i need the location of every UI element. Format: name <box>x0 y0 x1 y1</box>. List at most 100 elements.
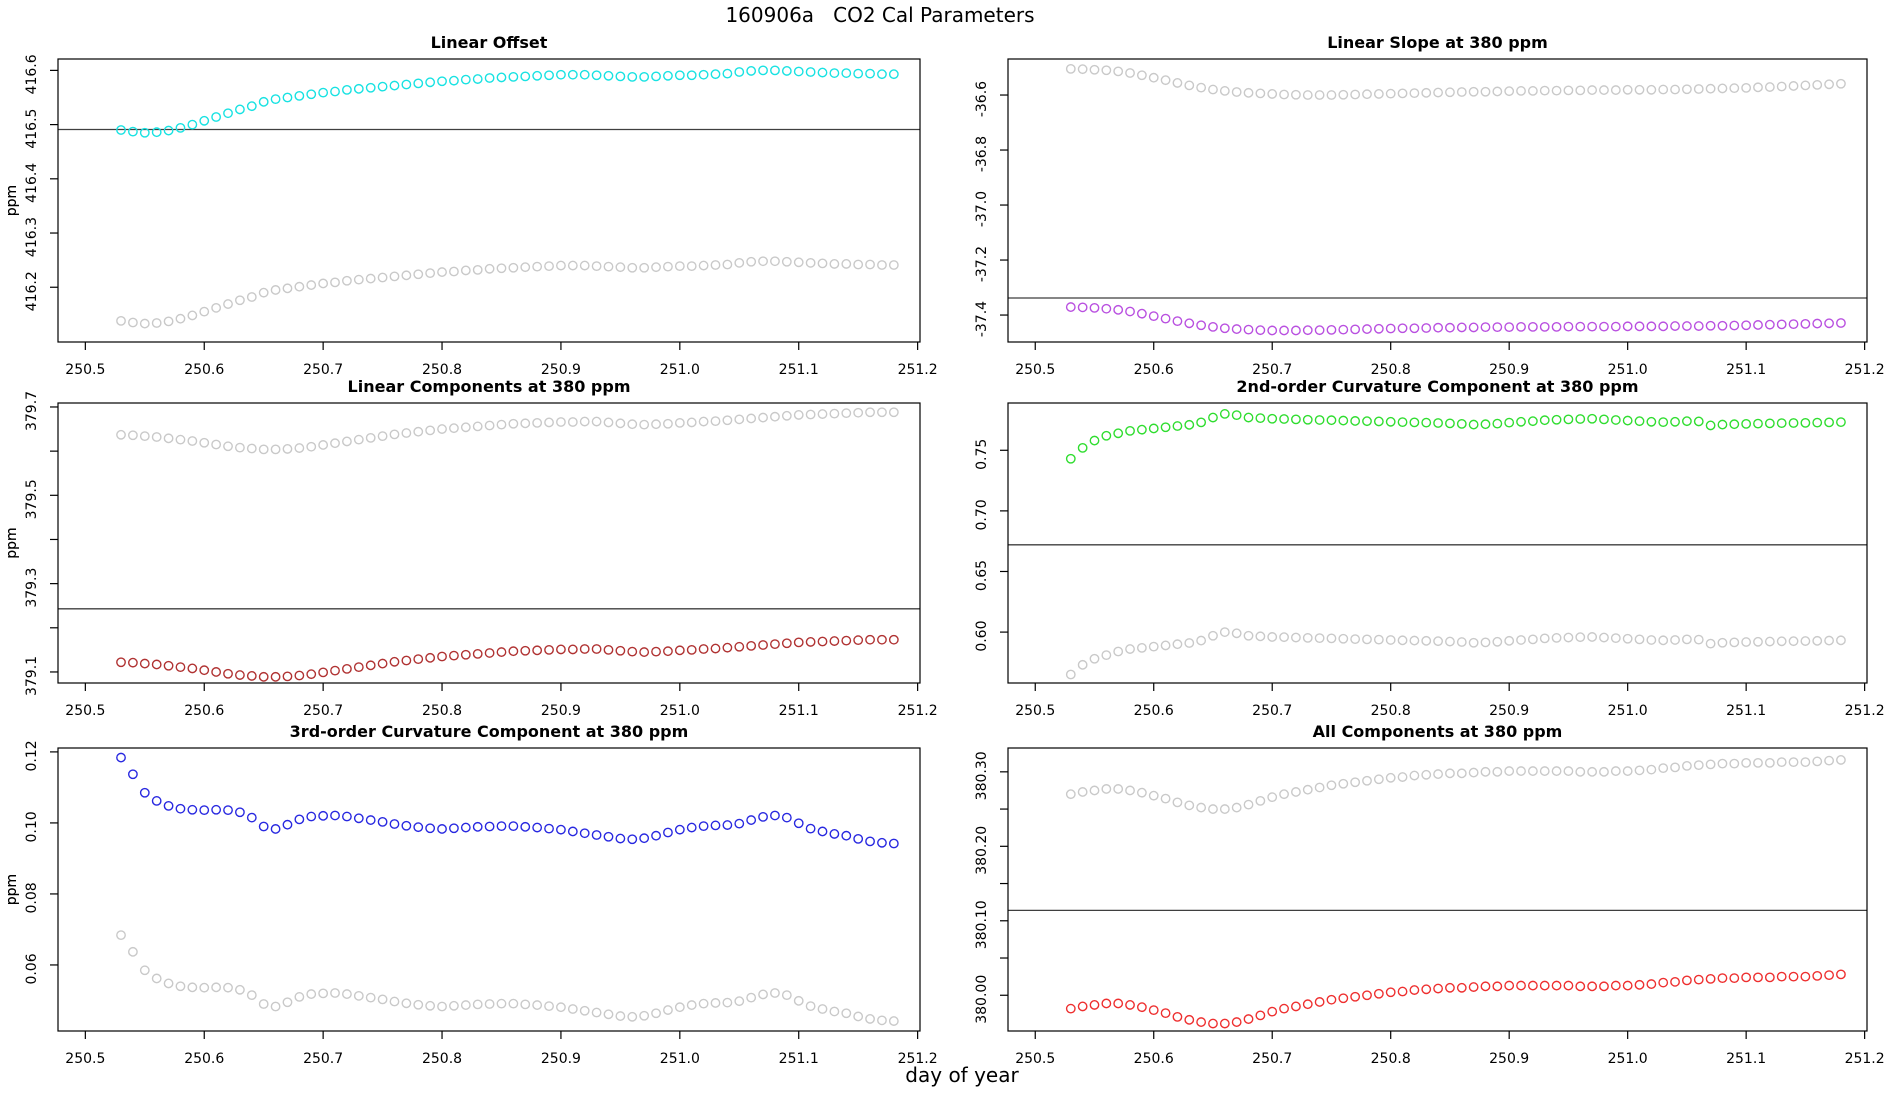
data-point <box>1575 981 1586 992</box>
data-point <box>674 70 685 81</box>
data-point <box>1575 632 1586 643</box>
data-point <box>1764 418 1775 429</box>
data-point <box>853 259 864 270</box>
data-point <box>651 71 661 82</box>
data-point <box>1670 635 1680 645</box>
data-point <box>353 813 364 824</box>
data-point <box>1302 414 1313 425</box>
data-point <box>1172 316 1183 326</box>
data-point <box>449 1000 459 1011</box>
data-point <box>437 651 447 662</box>
data-point <box>1148 641 1159 652</box>
data-point <box>1172 639 1183 650</box>
data-point <box>1338 324 1349 335</box>
data-point <box>1610 321 1621 332</box>
data-point <box>579 69 590 80</box>
data-point <box>437 824 447 834</box>
data-point <box>1433 418 1443 428</box>
data-point <box>484 648 495 658</box>
data-point <box>520 262 531 273</box>
data-point <box>746 413 757 424</box>
data-point <box>1243 412 1254 423</box>
data-point <box>1101 650 1112 661</box>
data-point <box>1160 313 1171 324</box>
data-point <box>532 417 543 428</box>
data-point <box>615 71 626 82</box>
data-point <box>1599 85 1609 95</box>
data-point <box>663 827 673 838</box>
x-tick-label: 250.8 <box>422 362 462 378</box>
data-point <box>1314 325 1325 336</box>
series-gray <box>116 407 899 455</box>
panel-title: All Components at 380 ppm <box>1313 722 1563 741</box>
data-point <box>1729 83 1740 94</box>
data-point <box>1326 415 1337 426</box>
y-tick-label: 0.12 <box>24 740 40 771</box>
data-point <box>1504 980 1515 991</box>
data-point <box>1741 418 1752 429</box>
data-point <box>603 644 614 655</box>
y-tick-label: -36.8 <box>974 136 990 172</box>
data-point <box>1658 763 1669 774</box>
data-point <box>1599 414 1609 425</box>
data-point <box>1764 319 1775 330</box>
data-point <box>686 417 697 428</box>
data-point <box>1504 766 1515 776</box>
data-point <box>211 112 222 122</box>
data-point <box>425 652 436 663</box>
data-point <box>270 824 281 834</box>
panel-y-label: ppm <box>4 527 20 558</box>
data-point <box>1184 80 1195 91</box>
data-point <box>663 261 673 272</box>
data-point <box>544 823 554 834</box>
data-point <box>1788 418 1799 428</box>
data-point <box>1468 322 1479 333</box>
data-point <box>139 318 150 329</box>
data-point <box>449 423 459 434</box>
data-point <box>1065 453 1076 464</box>
data-point <box>1753 82 1763 93</box>
panel-title: Linear Offset <box>431 33 548 52</box>
data-point <box>591 416 602 427</box>
data-point <box>1622 980 1633 991</box>
data-point <box>306 441 317 452</box>
data-point <box>1350 634 1361 645</box>
x-tick-label: 250.9 <box>1489 703 1529 719</box>
data-point <box>556 1002 566 1013</box>
data-point <box>330 810 340 821</box>
data-point <box>544 644 554 655</box>
data-point <box>591 830 602 840</box>
data-point <box>1824 635 1834 646</box>
data-point <box>770 411 780 422</box>
y-tick-label: 379.7 <box>24 391 40 431</box>
data-point <box>877 1015 887 1026</box>
data-point <box>1634 321 1645 332</box>
data-point <box>187 804 198 815</box>
data-point <box>1385 772 1396 783</box>
data-point <box>460 649 471 660</box>
data-point <box>1314 782 1325 793</box>
data-point <box>603 1009 614 1020</box>
data-point <box>1753 972 1763 983</box>
data-point <box>710 998 721 1008</box>
data-point <box>353 83 364 94</box>
data-point <box>1563 980 1574 991</box>
data-point <box>1172 421 1183 431</box>
data-point <box>139 787 150 798</box>
data-point <box>1160 793 1171 804</box>
data-point <box>1527 766 1538 776</box>
data-point <box>1753 418 1763 429</box>
data-point <box>556 417 566 427</box>
y-tick-label: 0.70 <box>974 499 990 530</box>
y-tick-label: 416.6 <box>24 54 40 94</box>
data-point <box>1184 800 1195 811</box>
data-point <box>1409 985 1420 995</box>
data-point <box>139 431 150 442</box>
data-point <box>1788 636 1799 647</box>
data-point <box>627 419 638 430</box>
data-point <box>282 819 293 830</box>
data-point <box>1184 1014 1195 1025</box>
y-tick-label: -36.6 <box>974 81 990 117</box>
data-point <box>651 419 661 430</box>
data-point <box>437 267 447 277</box>
